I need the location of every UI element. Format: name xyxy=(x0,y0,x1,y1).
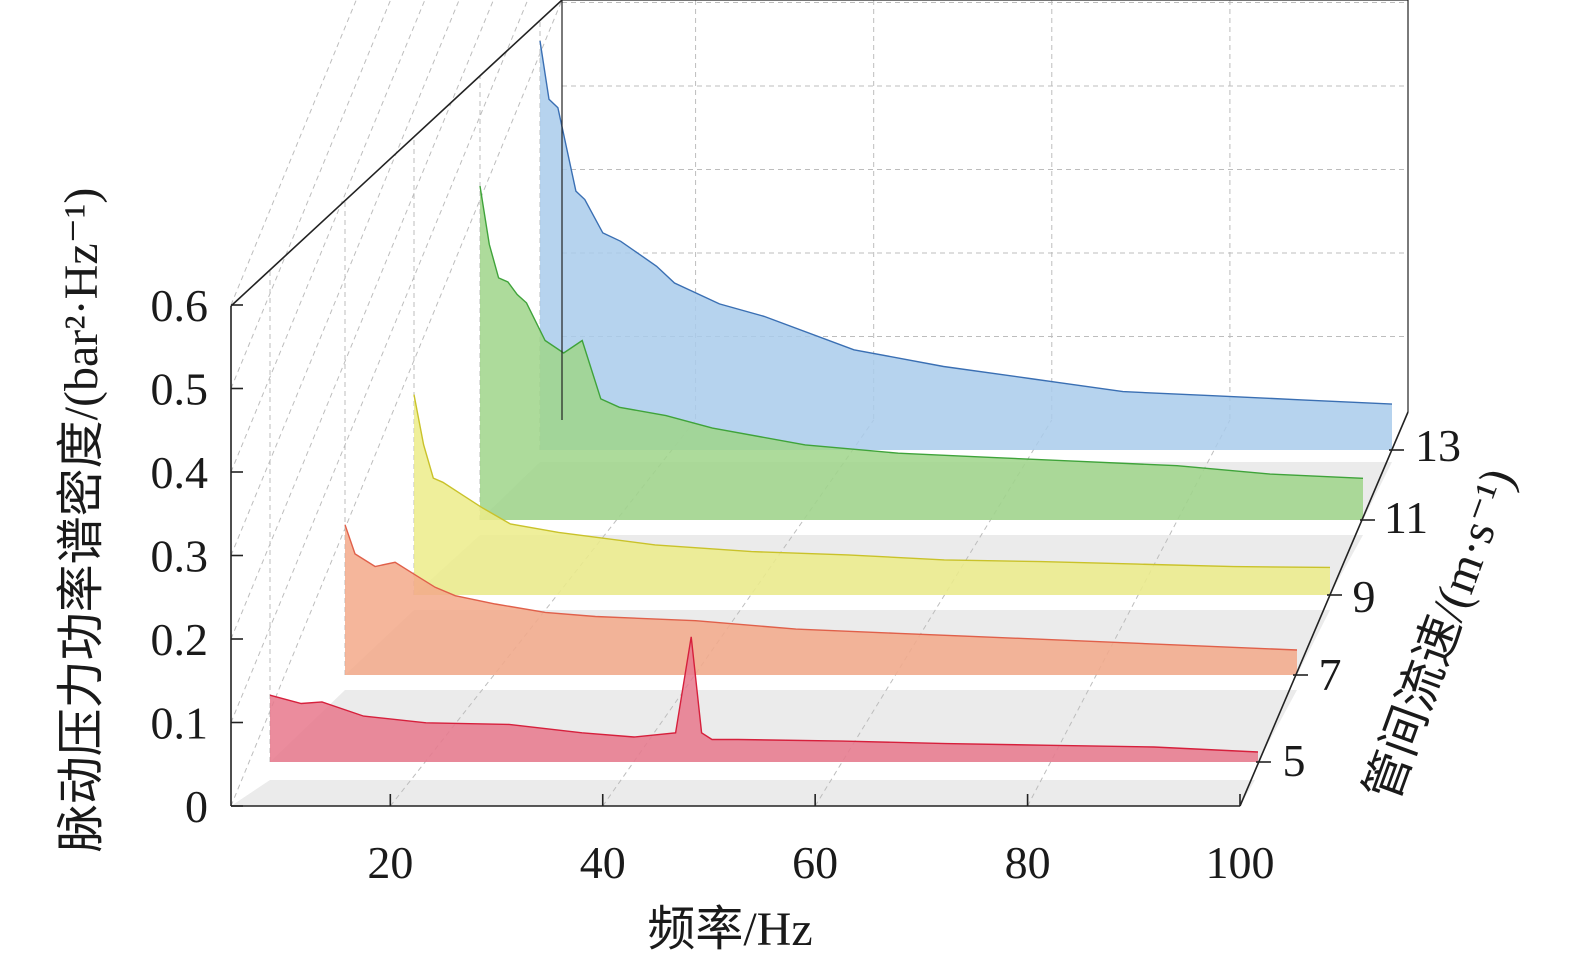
left-wall-gridline xyxy=(230,0,426,473)
left-wall-gridline xyxy=(230,0,494,640)
y-tick-label: 0 xyxy=(185,781,208,832)
series-area xyxy=(540,40,1392,451)
y-tick-label: 0.3 xyxy=(151,531,209,582)
left-wall-gridline xyxy=(230,0,563,807)
z-axis-title: 管间流速/(m·s⁻¹) xyxy=(1356,462,1525,808)
z-axis-line xyxy=(1239,411,1409,807)
x-tick-label: 100 xyxy=(1206,837,1275,888)
x-tick-label: 60 xyxy=(792,837,838,888)
series-line xyxy=(479,185,1364,479)
left-wall-gridline xyxy=(230,0,529,723)
left-wall-gridline xyxy=(230,0,357,306)
series-layer xyxy=(269,40,1393,762)
series-area xyxy=(480,186,1363,520)
series-line xyxy=(344,524,1298,651)
floor-gridline xyxy=(602,419,875,807)
x-axis-title: 频率/Hz xyxy=(647,903,812,956)
left-wall-top-edge xyxy=(230,0,563,307)
y-tick-label: 0.5 xyxy=(151,364,209,415)
z-tick-label: 11 xyxy=(1384,492,1428,543)
y-tick-label: 0.6 xyxy=(151,280,209,331)
x-tick-label: 40 xyxy=(580,837,626,888)
z-tick-label: 9 xyxy=(1353,571,1376,622)
series-area xyxy=(414,394,1330,595)
y-axis-title: 脉动压力功率谱密度/(bar²·Hz⁻¹) xyxy=(55,188,108,853)
y-tick-label: 0.1 xyxy=(151,698,209,749)
y-tick-label: 0.4 xyxy=(151,447,209,498)
series-line xyxy=(413,394,1331,569)
z-tick-label: 13 xyxy=(1415,420,1461,471)
z-tick-label: 5 xyxy=(1283,735,1306,786)
series-area xyxy=(345,524,1297,675)
back-wall xyxy=(562,0,1408,420)
series-line xyxy=(539,40,1393,405)
series-line xyxy=(269,636,1259,753)
z-tick-label: 7 xyxy=(1319,649,1342,700)
x-tick-label: 80 xyxy=(1005,837,1051,888)
series-area xyxy=(270,636,1258,762)
y-tick-label: 0.2 xyxy=(151,614,209,665)
x-tick-label: 20 xyxy=(367,837,413,888)
floor-strip-1 xyxy=(231,780,1255,806)
